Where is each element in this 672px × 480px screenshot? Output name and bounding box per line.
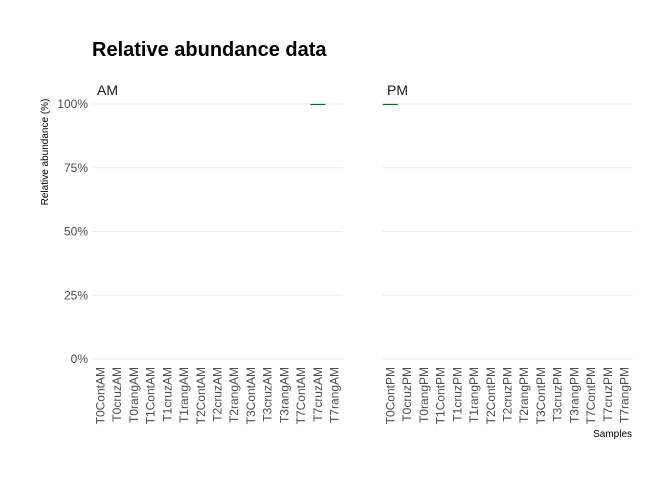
x-tick-label: T2cruzPM [501, 367, 515, 422]
x-tick-label: T1cruzPM [450, 367, 464, 422]
x-tick-label: T2cruzAM [211, 367, 225, 422]
x-tick-label: T0rangPM [417, 367, 431, 423]
x-tick-label: T3ContPM [534, 367, 548, 424]
y-tick-label: 50% [64, 225, 88, 239]
x-tick-label: T7ContAM [294, 367, 308, 424]
x-tick-label: T2rangAM [227, 367, 241, 423]
y-tick-label: 75% [64, 161, 88, 175]
x-tick-label: T7cruzAM [311, 367, 325, 422]
facet-label: AM [97, 82, 118, 98]
x-tick-label: T3rangPM [567, 367, 581, 423]
facet-label: PM [387, 82, 408, 98]
y-tick-label: 25% [64, 288, 88, 302]
facet-am: AM 0% 25% 50% 75% 100% T0ContAM T0cruzAM T0rangA… [57, 82, 343, 424]
chart-title: Relative abundance data [92, 39, 327, 61]
x-tick-label: T3cruzAM [261, 367, 275, 422]
y-axis-label: Relative abundance (%) [40, 99, 51, 206]
x-tick-label: T1rangPM [467, 367, 481, 423]
x-tick-label: T2ContPM [484, 367, 498, 424]
x-tick-label: T3rangAM [277, 367, 291, 423]
x-tick-label: T7rangAM [328, 367, 342, 423]
x-tick-label: T7cruzPM [601, 367, 615, 422]
x-tick-label: T3cruzPM [551, 367, 565, 422]
x-tick-label: T1ContAM [144, 367, 158, 424]
x-tick-label: T7ContPM [584, 367, 598, 424]
y-tick-label: 0% [71, 352, 89, 366]
x-axis-label: Samples [593, 429, 632, 440]
x-tick-label: T7rangPM [618, 367, 632, 423]
x-tick-label: T1rangAM [177, 367, 191, 423]
facet-panels: AM 0% 25% 50% 75% 100% T0ContAM T0cruzAM T0rangA… [57, 82, 633, 424]
facet-pm: PM T0ContPM T0cruzPM T0rangPM T1ContPM T1cruz… [382, 82, 633, 424]
x-tick-label: T2rangPM [517, 367, 531, 423]
x-tick-label: T1ContPM [434, 367, 448, 424]
y-tick-label: 100% [57, 97, 88, 111]
x-tick-label: T0cruzPM [400, 367, 414, 422]
x-tick-label: T2ContAM [194, 367, 208, 424]
x-tick-label: T0rangAM [127, 367, 141, 423]
x-tick-label: T1cruzAM [160, 367, 174, 422]
x-tick-label: T0ContPM [383, 367, 397, 424]
x-tick-label: T0cruzAM [110, 367, 124, 422]
x-tick-label: T3ContAM [244, 367, 258, 424]
x-tick-label: T0ContAM [93, 367, 107, 424]
